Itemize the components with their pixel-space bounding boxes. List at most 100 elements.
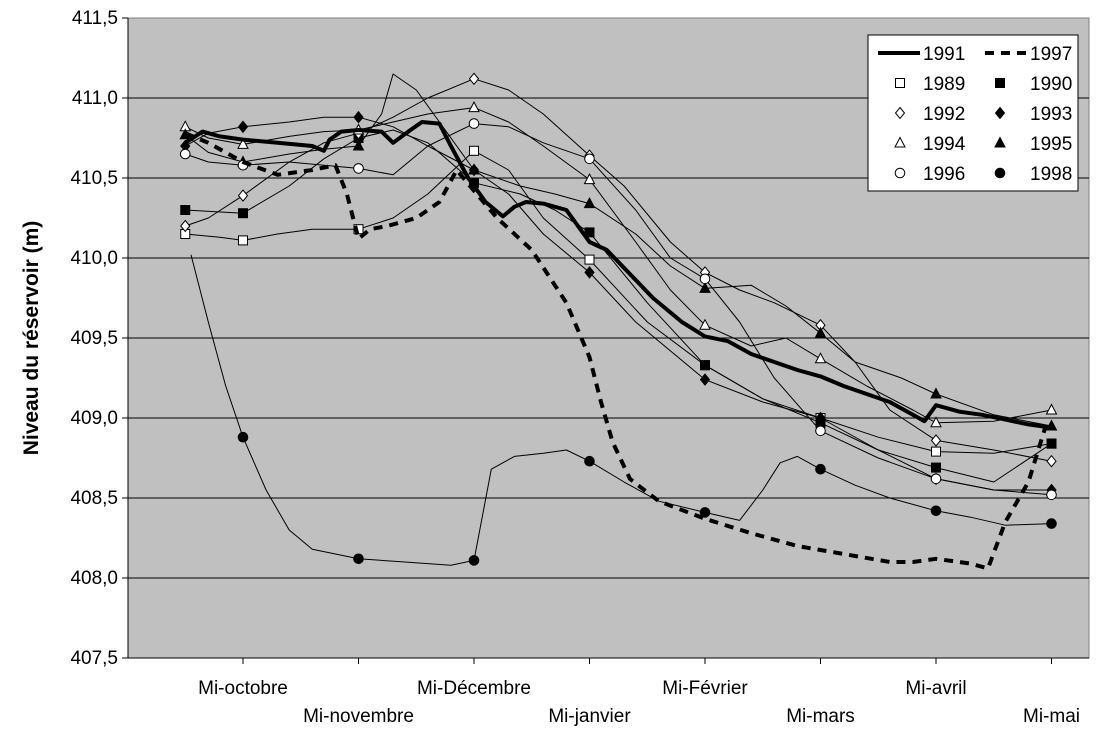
data-point — [815, 425, 826, 437]
data-point — [469, 145, 479, 156]
data-point — [894, 167, 906, 179]
series-line-1997 — [184, 131, 1048, 571]
data-point — [931, 462, 941, 473]
data-point — [238, 208, 248, 219]
data-point — [815, 463, 826, 475]
data-point — [1046, 438, 1057, 449]
data-point — [583, 197, 596, 209]
y-tick-label: 410,0 — [70, 248, 118, 269]
data-point — [237, 431, 249, 443]
data-point — [994, 167, 1006, 179]
data-point — [930, 505, 942, 517]
series-1998 — [190, 254, 1057, 566]
data-point — [179, 148, 191, 160]
data-point — [699, 318, 711, 330]
x-tick-label: Mi-avril — [905, 678, 966, 699]
data-point — [584, 254, 595, 265]
y-tick-label: 408,5 — [70, 488, 118, 509]
data-point — [238, 235, 248, 246]
data-point — [931, 446, 941, 457]
data-point — [237, 137, 249, 149]
series-line-1989 — [185, 150, 1052, 454]
legend-label-1996: 1996 — [923, 164, 965, 185]
y-tick-label: 409,5 — [70, 328, 118, 349]
data-point — [468, 101, 480, 113]
series-line-1998 — [190, 254, 1052, 566]
series-1997 — [184, 131, 1048, 571]
data-point — [699, 373, 711, 386]
x-tick-label: Mi-octobre — [198, 678, 288, 699]
data-point — [584, 455, 595, 467]
y-axis-title: Niveau du réservoir (m) — [20, 221, 43, 456]
series-1993 — [180, 110, 1057, 497]
data-point — [894, 106, 906, 120]
data-point — [1046, 454, 1057, 468]
y-tick-label: 411,0 — [72, 88, 118, 109]
x-tick-label: Mi-novembre — [303, 706, 414, 727]
legend-label-1997: 1997 — [1030, 44, 1072, 65]
x-tick-label: Mi-Février — [662, 678, 748, 699]
data-point — [814, 352, 827, 364]
legend-label-1994: 1994 — [923, 134, 966, 155]
data-point — [699, 281, 711, 293]
data-point — [353, 163, 364, 174]
y-tick-labels: 407,5 408,0 408,5 409,0 409,5 410,0 410,5 411,0… — [70, 8, 118, 669]
legend-label-1989: 1989 — [923, 74, 965, 95]
legend-label-1993: 1993 — [1030, 104, 1072, 125]
data-point — [1046, 518, 1057, 529]
data-point — [468, 555, 480, 566]
legend: 1991 1997 1989 1990 1992 1993 1994 1995 1996 1998 — [867, 34, 1079, 192]
data-point — [468, 118, 480, 129]
data-point — [180, 219, 191, 233]
legend-label-1991: 1991 — [923, 44, 965, 65]
data-point — [995, 78, 1005, 88]
data-point — [699, 273, 711, 285]
y-tick-label: 407,5 — [70, 648, 118, 669]
legend-label-1998: 1998 — [1030, 164, 1072, 185]
data-point — [1046, 489, 1057, 501]
data-point — [930, 473, 942, 485]
data-point — [180, 205, 191, 215]
y-tick-label: 408,0 — [70, 568, 118, 589]
data-point — [814, 326, 827, 338]
x-tick-label: Mi-janvier — [548, 706, 631, 727]
axes — [122, 17, 1089, 664]
data-point — [815, 411, 826, 425]
data-point — [353, 110, 364, 124]
data-point — [584, 153, 595, 165]
x-tick-label: Mi-mai — [1023, 706, 1080, 727]
series-group — [179, 72, 1058, 571]
series-line-1993 — [185, 116, 1052, 491]
data-point — [994, 106, 1006, 120]
y-tick-label: 411,5 — [72, 8, 118, 29]
data-point — [930, 434, 942, 447]
legend-label-1995: 1995 — [1030, 134, 1072, 155]
data-point — [1045, 403, 1058, 415]
data-point — [584, 266, 595, 279]
y-tick-label: 409,0 — [70, 408, 118, 429]
data-point — [583, 173, 596, 185]
data-point — [895, 78, 905, 88]
data-point — [700, 360, 710, 371]
data-point — [699, 507, 711, 518]
y-tick-label: 410,5 — [70, 168, 118, 189]
series-1996 — [179, 118, 1057, 501]
legend-label-1990: 1990 — [1030, 74, 1072, 95]
data-point — [930, 387, 942, 399]
data-point — [353, 553, 364, 565]
data-point — [894, 136, 906, 148]
x-tick-label: Mi-Décembre — [417, 678, 531, 699]
data-point — [237, 120, 249, 134]
data-point — [930, 416, 942, 428]
data-point — [994, 136, 1006, 148]
series-line-1991 — [184, 120, 1052, 430]
x-tick-label: Mi-mars — [786, 706, 855, 727]
data-point — [352, 139, 365, 151]
series-1991 — [184, 120, 1052, 430]
legend-label-1992: 1992 — [923, 104, 965, 125]
data-point — [468, 72, 480, 86]
data-point — [468, 163, 480, 175]
data-point — [237, 189, 249, 202]
